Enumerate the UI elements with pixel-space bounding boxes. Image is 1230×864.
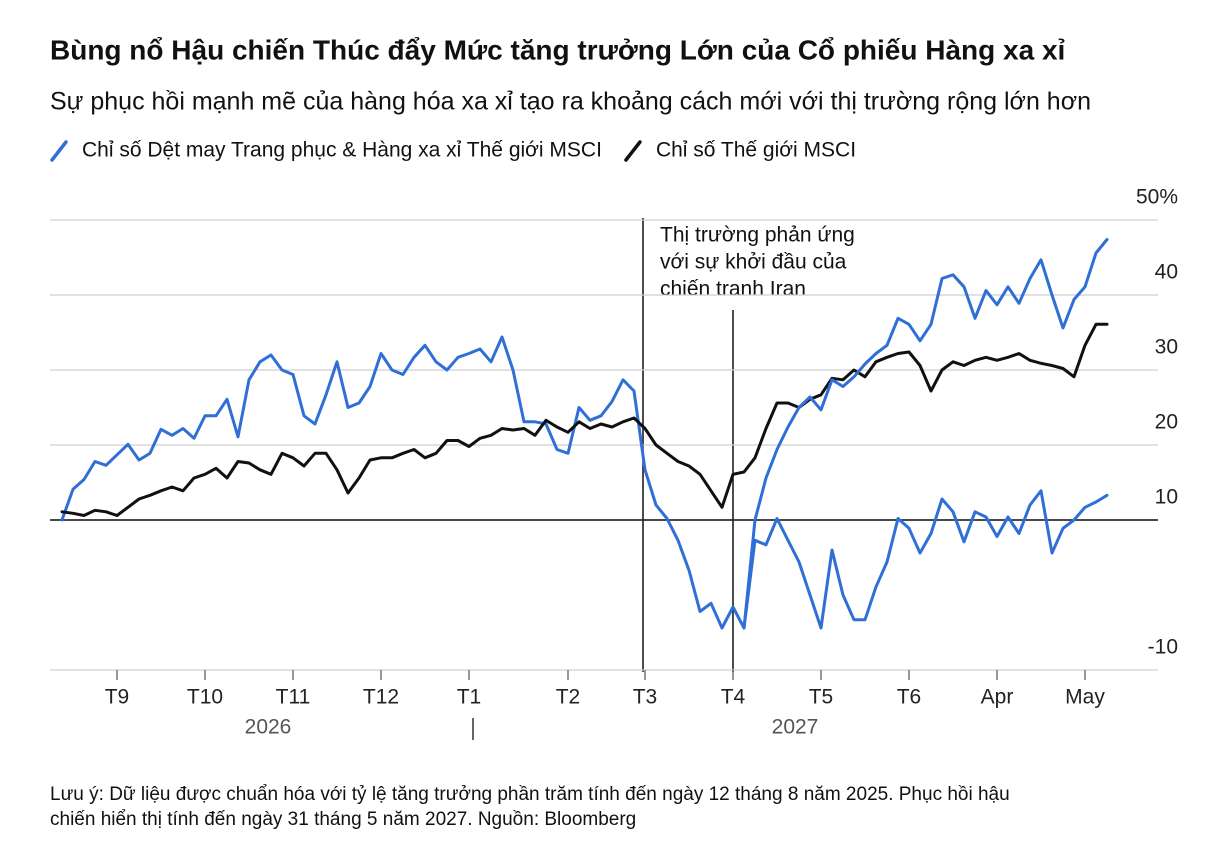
x-tick-label: T11 bbox=[276, 686, 311, 709]
x-tick-label: T2 bbox=[556, 686, 581, 709]
legend-label: Chỉ số Dệt may Trang phục & Hàng xa xỉ T… bbox=[82, 139, 602, 162]
year-label: 2027 bbox=[772, 716, 819, 739]
annotation: với sự khởi đầu của bbox=[660, 251, 847, 274]
year-label: 2026 bbox=[245, 716, 292, 739]
y-tick-label: 50% bbox=[1136, 186, 1178, 209]
x-tick-label: Apr bbox=[981, 686, 1014, 709]
footnote: Lưu ý: Dữ liệu được chuẩn hóa với tỷ lệ … bbox=[50, 784, 1010, 805]
x-tick-label: T5 bbox=[809, 686, 834, 709]
data-line bbox=[60, 322, 1109, 517]
y-tick-label: -10 bbox=[1148, 636, 1178, 659]
chart-title: Bùng nổ Hậu chiến Thúc đẩy Mức tăng trưở… bbox=[50, 34, 1066, 65]
footnote: chiến hiển thị tính đến ngày 31 tháng 5 … bbox=[50, 809, 636, 830]
y-tick-label: 30 bbox=[1155, 336, 1178, 359]
y-tick-label: 40 bbox=[1155, 261, 1178, 284]
x-tick-label: T9 bbox=[105, 686, 130, 709]
x-tick-label: T3 bbox=[633, 686, 658, 709]
x-tick-label: T10 bbox=[187, 686, 223, 709]
legend-swatch bbox=[624, 140, 642, 162]
annotation: Thị trường phản ứng bbox=[660, 224, 855, 247]
x-tick-label: T1 bbox=[457, 686, 482, 709]
x-tick-label: T4 bbox=[721, 686, 746, 709]
annotation: chiến tranh Iran bbox=[660, 278, 806, 301]
legend-swatch bbox=[50, 140, 68, 162]
x-tick-label: T6 bbox=[897, 686, 922, 709]
x-tick-label: T12 bbox=[363, 686, 399, 709]
legend: Chỉ số Dệt may Trang phục & Hàng xa xỉ T… bbox=[50, 139, 856, 162]
chart-subtitle: Sự phục hồi mạnh mẽ của hàng hóa xa xỉ t… bbox=[50, 88, 1091, 116]
y-tick-label: 10 bbox=[1155, 486, 1178, 509]
legend-label: Chỉ số Thế giới MSCI bbox=[656, 139, 856, 162]
data-line bbox=[742, 238, 1109, 630]
y-tick-label: 20 bbox=[1155, 411, 1178, 434]
data-line bbox=[60, 335, 1109, 630]
x-tick-label: May bbox=[1065, 686, 1105, 709]
